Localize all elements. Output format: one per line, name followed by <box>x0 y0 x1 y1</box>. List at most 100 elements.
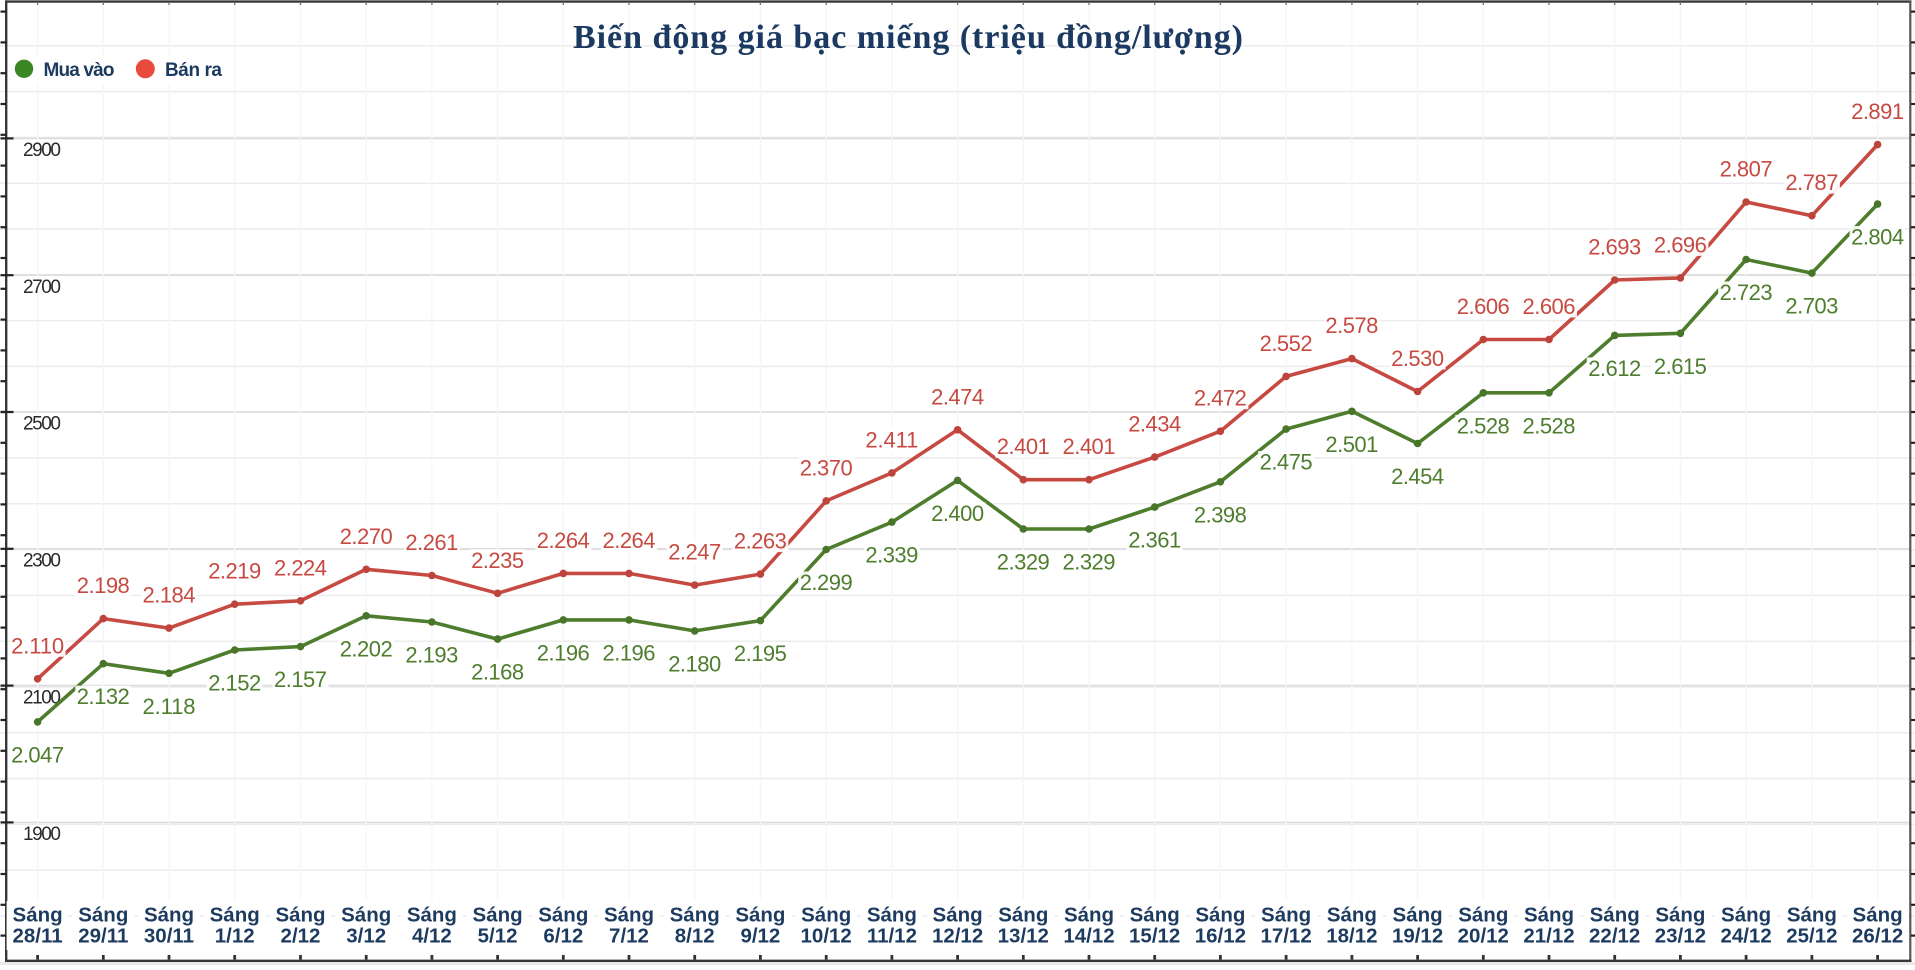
svg-text:2.261: 2.261 <box>405 530 458 555</box>
svg-text:30/11: 30/11 <box>144 925 194 948</box>
svg-text:2.612: 2.612 <box>1588 356 1641 381</box>
svg-text:Biến động giá bạc miếng (triệu: Biến động giá bạc miếng (triệu đồng/lượn… <box>573 19 1243 56</box>
svg-text:2.693: 2.693 <box>1588 235 1641 260</box>
svg-text:Sáng: Sáng <box>1261 904 1311 927</box>
svg-text:2.807: 2.807 <box>1720 157 1773 182</box>
svg-text:24/12: 24/12 <box>1720 925 1771 948</box>
svg-text:2.528: 2.528 <box>1457 413 1510 438</box>
svg-text:2.787: 2.787 <box>1785 170 1838 195</box>
svg-text:2.168: 2.168 <box>471 660 524 685</box>
svg-text:Sáng: Sáng <box>13 904 63 927</box>
svg-text:2.196: 2.196 <box>603 640 656 665</box>
svg-text:2.224: 2.224 <box>274 555 327 580</box>
svg-text:Sáng: Sáng <box>867 904 917 927</box>
svg-text:2.329: 2.329 <box>997 550 1050 575</box>
svg-text:Sáng: Sáng <box>1853 904 1903 927</box>
svg-text:8/12: 8/12 <box>675 925 715 948</box>
svg-text:2.235: 2.235 <box>471 548 524 573</box>
svg-text:Sáng: Sáng <box>473 904 523 927</box>
svg-text:19/12: 19/12 <box>1392 925 1443 948</box>
svg-text:13/12: 13/12 <box>998 925 1049 948</box>
svg-text:2.263: 2.263 <box>734 529 787 554</box>
svg-text:2.299: 2.299 <box>800 570 853 595</box>
svg-text:2.401: 2.401 <box>1063 434 1116 459</box>
svg-text:2.434: 2.434 <box>1128 412 1181 437</box>
svg-text:2.454: 2.454 <box>1391 464 1444 489</box>
svg-text:2.530: 2.530 <box>1391 346 1444 371</box>
svg-text:14/12: 14/12 <box>1063 925 1114 948</box>
svg-text:1/12: 1/12 <box>215 925 255 948</box>
svg-text:11/12: 11/12 <box>867 925 917 948</box>
svg-text:Sáng: Sáng <box>538 904 588 927</box>
svg-text:2.615: 2.615 <box>1654 354 1707 379</box>
svg-text:Sáng: Sáng <box>275 904 325 927</box>
svg-text:2.047: 2.047 <box>11 742 64 767</box>
svg-text:22/12: 22/12 <box>1589 925 1640 948</box>
svg-text:Sáng: Sáng <box>78 904 128 927</box>
svg-text:Sáng: Sáng <box>1327 904 1377 927</box>
svg-text:2.804: 2.804 <box>1851 225 1904 250</box>
svg-text:2.196: 2.196 <box>537 640 590 665</box>
svg-text:2.157: 2.157 <box>274 667 327 692</box>
svg-text:2.401: 2.401 <box>997 434 1050 459</box>
svg-text:Sáng: Sáng <box>801 904 851 927</box>
svg-text:2.606: 2.606 <box>1523 294 1576 319</box>
svg-text:20/12: 20/12 <box>1458 925 1509 948</box>
svg-text:2.398: 2.398 <box>1194 502 1247 527</box>
svg-text:2.202: 2.202 <box>340 636 393 661</box>
svg-text:2.703: 2.703 <box>1785 294 1838 319</box>
svg-text:26/12: 26/12 <box>1852 925 1903 948</box>
svg-text:16/12: 16/12 <box>1195 925 1246 948</box>
svg-text:Sáng: Sáng <box>1590 904 1640 927</box>
svg-text:2.339: 2.339 <box>865 543 918 568</box>
svg-text:2.475: 2.475 <box>1260 450 1313 475</box>
svg-text:2.110: 2.110 <box>11 633 64 658</box>
svg-text:2.264: 2.264 <box>603 528 656 553</box>
svg-text:1900: 1900 <box>23 824 61 845</box>
svg-text:Sáng: Sáng <box>670 904 720 927</box>
svg-text:2.247: 2.247 <box>668 540 721 565</box>
svg-text:2900: 2900 <box>23 140 61 161</box>
svg-text:2/12: 2/12 <box>281 925 321 948</box>
svg-text:2.193: 2.193 <box>405 643 458 668</box>
svg-text:2.219: 2.219 <box>208 559 261 584</box>
svg-text:2700: 2700 <box>23 277 61 298</box>
svg-text:2.411: 2.411 <box>865 427 918 452</box>
svg-text:2100: 2100 <box>23 687 61 708</box>
svg-text:2.152: 2.152 <box>208 671 261 696</box>
svg-text:2.474: 2.474 <box>931 384 984 409</box>
svg-text:2.578: 2.578 <box>1325 313 1378 338</box>
svg-text:23/12: 23/12 <box>1655 925 1706 948</box>
svg-text:2.195: 2.195 <box>734 641 787 666</box>
svg-text:2.723: 2.723 <box>1720 280 1773 305</box>
svg-text:17/12: 17/12 <box>1260 925 1311 948</box>
svg-text:2.472: 2.472 <box>1194 386 1247 411</box>
svg-text:2300: 2300 <box>23 551 61 572</box>
svg-text:15/12: 15/12 <box>1129 925 1180 948</box>
svg-text:Sáng: Sáng <box>1787 904 1837 927</box>
svg-text:2.501: 2.501 <box>1325 432 1378 457</box>
svg-text:2.180: 2.180 <box>668 651 721 676</box>
svg-text:Sáng: Sáng <box>998 904 1048 927</box>
svg-text:Sáng: Sáng <box>341 904 391 927</box>
svg-text:Sáng: Sáng <box>1064 904 1114 927</box>
svg-text:3/12: 3/12 <box>346 925 386 948</box>
svg-text:Sáng: Sáng <box>407 904 457 927</box>
svg-text:21/12: 21/12 <box>1523 925 1574 948</box>
svg-text:2.606: 2.606 <box>1457 294 1510 319</box>
svg-text:2.400: 2.400 <box>931 501 984 526</box>
svg-text:Sáng: Sáng <box>1393 904 1443 927</box>
svg-text:7/12: 7/12 <box>609 925 649 948</box>
svg-text:2.891: 2.891 <box>1851 99 1904 124</box>
svg-text:Bán ra: Bán ra <box>165 60 222 81</box>
svg-text:29/11: 29/11 <box>78 925 128 948</box>
svg-text:Sáng: Sáng <box>1524 904 1574 927</box>
svg-text:2.696: 2.696 <box>1654 232 1707 257</box>
svg-text:2500: 2500 <box>23 414 61 435</box>
svg-text:Sáng: Sáng <box>604 904 654 927</box>
svg-text:Mua vào: Mua vào <box>44 60 115 81</box>
svg-text:Sáng: Sáng <box>1130 904 1180 927</box>
svg-text:2.132: 2.132 <box>77 684 130 709</box>
svg-text:Sáng: Sáng <box>210 904 260 927</box>
svg-text:Sáng: Sáng <box>1458 904 1508 927</box>
